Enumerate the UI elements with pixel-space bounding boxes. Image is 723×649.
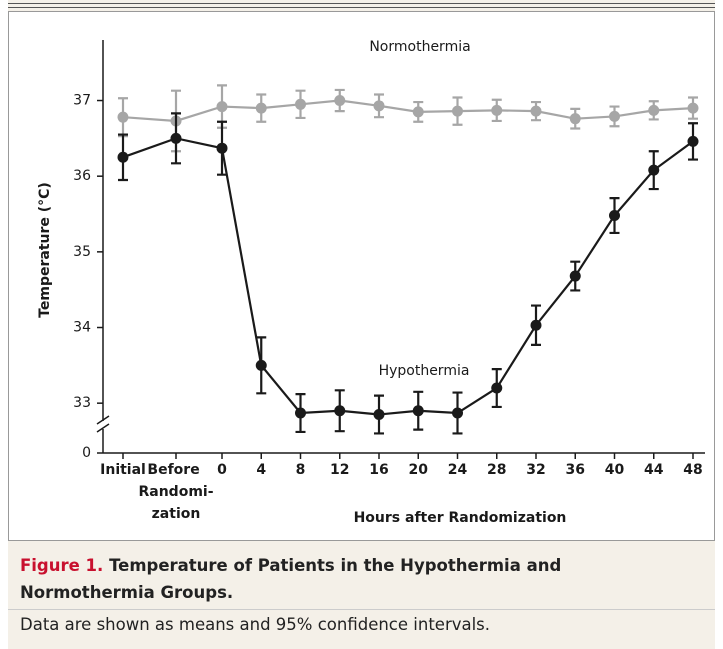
x-tick-label: 24 bbox=[448, 462, 468, 478]
x-tick-label: 48 bbox=[683, 462, 702, 478]
divider bbox=[8, 609, 715, 610]
series-line bbox=[122, 99, 694, 123]
y-tick-label: 35 bbox=[73, 244, 91, 260]
point bbox=[255, 102, 267, 114]
point bbox=[530, 319, 542, 331]
point bbox=[452, 407, 463, 419]
point bbox=[412, 106, 424, 118]
top-rule bbox=[8, 3, 715, 8]
series-label: Normothermia bbox=[369, 39, 470, 55]
point bbox=[255, 359, 267, 371]
point bbox=[117, 111, 129, 123]
x-tick-label: 12 bbox=[330, 462, 349, 478]
x-tick-label: 8 bbox=[296, 462, 306, 478]
x-tick-label: 28 bbox=[487, 462, 506, 478]
x-tick-label: 40 bbox=[605, 462, 625, 478]
y-tick-label: 34 bbox=[73, 320, 91, 336]
point bbox=[452, 105, 463, 117]
caption-title: Figure 1. Temperature of Patients in the… bbox=[20, 552, 700, 606]
point bbox=[609, 210, 620, 222]
point bbox=[334, 95, 346, 107]
series-label: Hypothermia bbox=[379, 363, 470, 379]
point bbox=[687, 102, 699, 114]
point bbox=[569, 270, 581, 282]
point bbox=[334, 405, 346, 417]
x-tick-label: 4 bbox=[256, 462, 266, 478]
x-tick-label: 32 bbox=[526, 462, 545, 478]
y-axis-title: Temperature (°C) bbox=[37, 182, 53, 318]
axis-break bbox=[96, 423, 110, 433]
point bbox=[648, 164, 660, 176]
caption-note: Data are shown as means and 95% confiden… bbox=[20, 615, 491, 634]
point bbox=[412, 405, 424, 417]
chart: Temperature (°C) Hours after Randomizati… bbox=[37, 39, 705, 526]
x-axis-title: Hours after Randomization bbox=[354, 510, 567, 526]
point bbox=[530, 105, 542, 117]
point bbox=[491, 382, 503, 394]
y-tick-label: 36 bbox=[73, 168, 91, 184]
figure-title: Temperature of Patients in the Hypotherm… bbox=[20, 556, 562, 602]
x-tick-label: 20 bbox=[409, 462, 429, 478]
y-tick-label: 37 bbox=[73, 93, 91, 109]
point bbox=[117, 151, 129, 163]
x-tick-label: Before Randomi-zation bbox=[138, 462, 213, 522]
point bbox=[491, 104, 503, 116]
point bbox=[170, 132, 182, 144]
x-tick-label: 44 bbox=[644, 462, 664, 478]
y-tick-label: 33 bbox=[73, 395, 91, 411]
figure-label: Figure 1. bbox=[20, 556, 104, 575]
point bbox=[569, 113, 581, 125]
x-tick-label: 0 bbox=[217, 462, 227, 478]
point bbox=[295, 98, 306, 110]
point bbox=[216, 142, 228, 154]
x-tick-label: 16 bbox=[369, 462, 388, 478]
x-tick-label: 36 bbox=[566, 462, 585, 478]
point bbox=[216, 101, 228, 113]
point bbox=[295, 407, 306, 419]
x-tick-label: Initial bbox=[100, 462, 146, 478]
point bbox=[648, 104, 660, 116]
point bbox=[373, 409, 385, 421]
y-tick-label: 0 bbox=[82, 445, 91, 461]
point bbox=[373, 100, 385, 112]
point bbox=[609, 110, 620, 122]
point bbox=[687, 135, 699, 147]
axis-break bbox=[96, 415, 110, 425]
